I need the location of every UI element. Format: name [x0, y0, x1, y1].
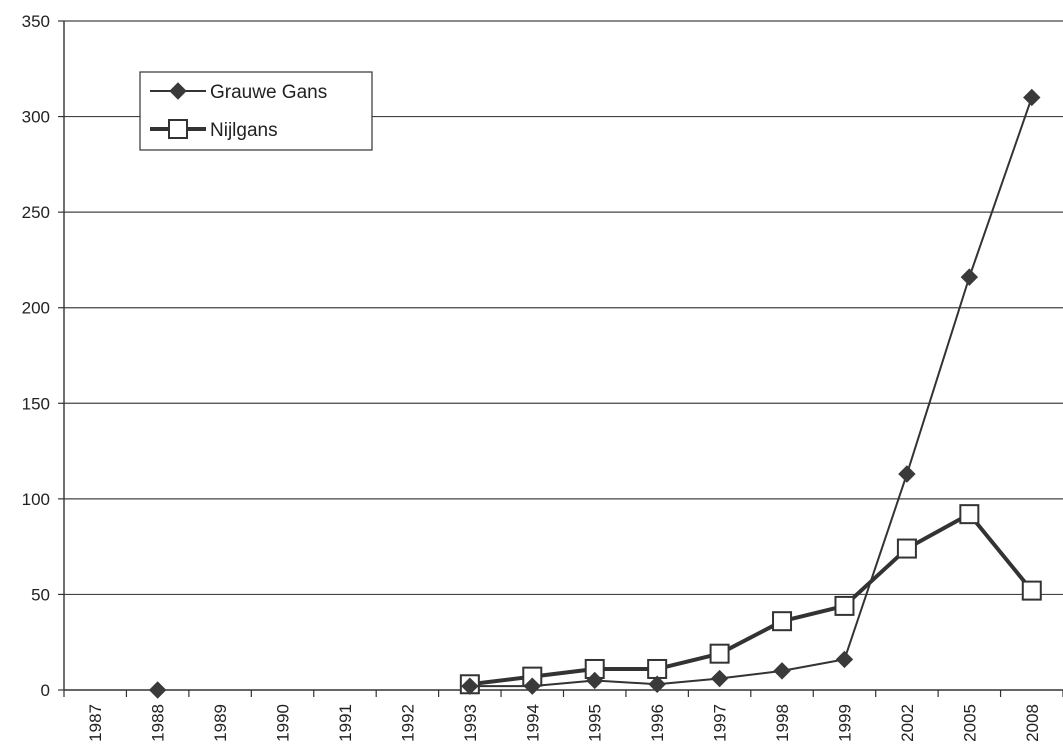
data-point — [772, 611, 793, 632]
legend-label: Nijlgans — [210, 120, 278, 141]
data-point — [1023, 88, 1041, 107]
axes: 0 50 100 150 200 250 300 350 1987 1988 1989 1990 199… — [22, 12, 1063, 742]
data-point — [710, 669, 729, 688]
x-tick-label: 1987 — [86, 704, 105, 742]
x-tick-label: 2008 — [1023, 704, 1042, 742]
x-tick-label: 1996 — [648, 704, 667, 742]
data-point — [960, 268, 979, 286]
x-tick-label: 1993 — [461, 704, 480, 742]
series-line — [469, 97, 1033, 688]
data-point — [586, 671, 604, 690]
data-point — [1021, 580, 1042, 601]
x-tick-label: 1998 — [773, 704, 792, 742]
series-line — [469, 512, 1034, 687]
series — [148, 88, 1042, 699]
data-point — [523, 677, 541, 695]
x-tick-label: 1989 — [211, 704, 230, 742]
x-tick-label: 1992 — [398, 704, 417, 742]
data-point — [648, 675, 666, 693]
x-tick-label: 1994 — [523, 704, 542, 742]
x-tick-label: 2005 — [960, 704, 979, 742]
data-point — [461, 677, 479, 695]
data-point — [773, 662, 791, 680]
data-point — [835, 650, 854, 669]
x-tick-label: 2002 — [898, 704, 917, 742]
series-group — [148, 88, 1041, 699]
x-tick-label: 1988 — [149, 704, 168, 742]
y-tick-label: 200 — [22, 299, 50, 318]
legend-item: Grauwe Gans — [150, 82, 327, 103]
data-point — [169, 82, 187, 100]
y-tick-label: 0 — [41, 681, 50, 700]
data-point — [898, 465, 916, 483]
data-point — [647, 658, 668, 679]
legend: Grauwe Gans Nijlgans — [139, 71, 373, 151]
x-tick-label: 1997 — [711, 704, 730, 742]
series-group — [459, 504, 1042, 695]
legend-item: Nijlgans — [150, 119, 278, 141]
legend-label: Grauwe Gans — [210, 82, 327, 103]
x-tick-label: 1995 — [586, 704, 605, 742]
y-tick-label: 250 — [22, 203, 50, 222]
y-tick-label: 350 — [22, 12, 50, 31]
y-tick-label: 300 — [22, 108, 50, 127]
data-point — [709, 643, 730, 664]
x-tick-label: 1990 — [274, 704, 293, 742]
y-tick-label: 100 — [22, 490, 50, 509]
data-point — [896, 538, 917, 559]
x-tick-label: 1991 — [336, 704, 355, 742]
y-tick-label: 50 — [31, 585, 50, 604]
data-point — [959, 504, 980, 525]
data-point — [168, 119, 188, 139]
y-tick-label: 150 — [22, 394, 50, 413]
x-tick-label: 1999 — [835, 704, 854, 742]
data-point — [148, 681, 167, 699]
data-point — [834, 595, 855, 616]
